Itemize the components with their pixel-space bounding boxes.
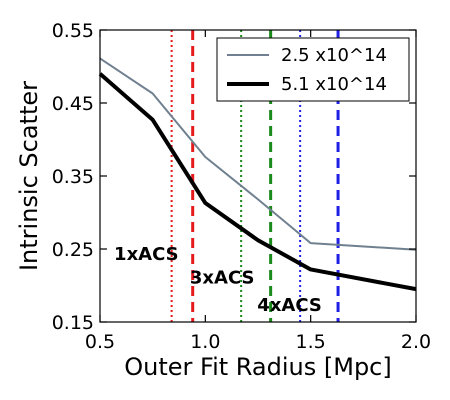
series-line-2 [98, 72, 417, 292]
legend-box [216, 37, 410, 102]
annotation-3: 4xACS [257, 295, 322, 316]
x-axis-label: Outer Fit Radius [Mpc] [124, 353, 392, 381]
legend: 2.5 x10^14 5.1 x10^14 [216, 37, 410, 102]
series-line-1 [99, 57, 417, 251]
legend-label-1: 2.5 x10^14 [281, 45, 387, 66]
y-tick-label: 0.15 [52, 312, 94, 334]
x-tick-label: 0.5 [85, 331, 115, 353]
x-tick-label: 1.0 [190, 331, 220, 353]
x-tick-label: 2.0 [401, 331, 431, 353]
series-lines [98, 57, 417, 292]
annotation-1: 1xACS [114, 244, 179, 265]
y-tick-label: 0.55 [52, 20, 94, 42]
annotation-2: 3xACS [190, 267, 255, 288]
y-tick-label: 0.35 [52, 166, 94, 188]
y-tick-label: 0.45 [52, 93, 94, 115]
y-axis-ticks: 0.15 0.25 0.35 0.45 0.55 [52, 20, 416, 334]
x-axis-ticks: 0.5 1.0 1.5 2.0 [85, 30, 431, 353]
y-tick-label: 0.25 [52, 239, 94, 261]
y-axis-label: Intrinsic Scatter [15, 81, 43, 271]
legend-label-2: 5.1 x10^14 [281, 74, 387, 95]
x-tick-label: 1.5 [296, 331, 326, 353]
